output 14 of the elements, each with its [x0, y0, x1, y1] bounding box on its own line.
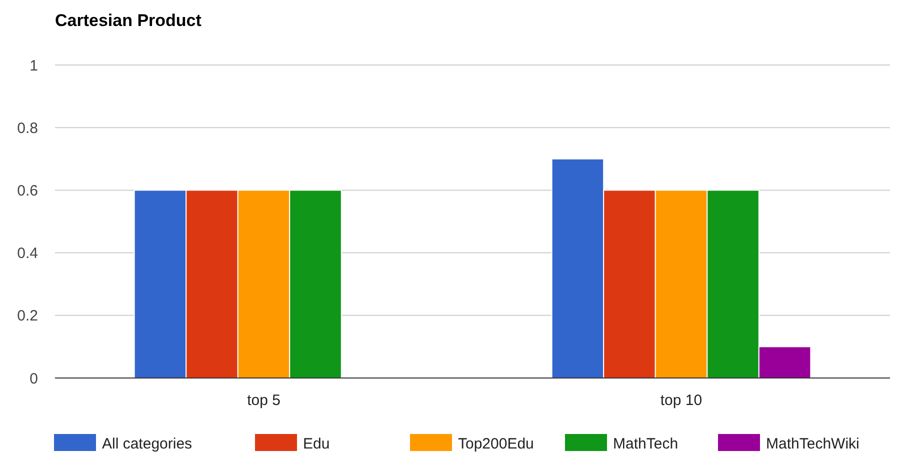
- legend-label: Edu: [303, 435, 330, 452]
- y-tick-label: 0.4: [17, 245, 38, 262]
- x-tick-label: top 10: [660, 392, 702, 409]
- y-tick-label: 0.6: [17, 182, 38, 200]
- x-tick-label: top 5: [247, 392, 280, 409]
- y-tick-label: 0: [30, 370, 38, 388]
- legend-label: MathTechWiki: [766, 435, 860, 452]
- chart-title: Cartesian Product: [55, 11, 202, 30]
- legend-label: Top200Edu: [458, 435, 534, 452]
- legend-label: MathTech: [613, 435, 678, 452]
- legend-label: All categories: [102, 435, 192, 452]
- y-tick-label: 0.2: [17, 308, 38, 325]
- y-tick-label: 0.8: [17, 120, 38, 137]
- y-tick-label: 1: [30, 57, 38, 74]
